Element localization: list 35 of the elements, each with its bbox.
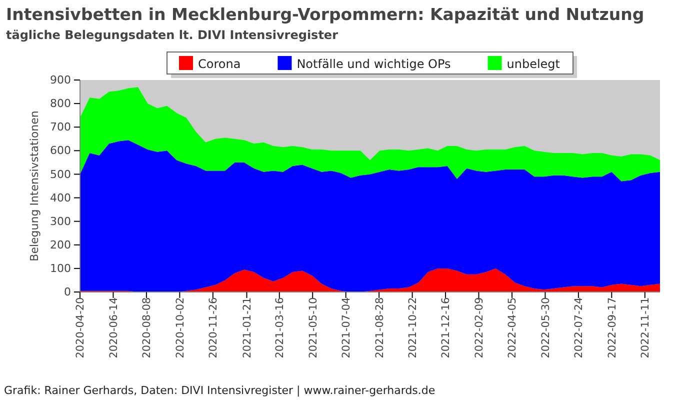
y-tick-label: 900	[50, 74, 71, 87]
x-tick-label: 2020-08-08	[141, 297, 154, 358]
chart-title: Intensivbetten in Mecklenburg-Vorpommern: Kapazität und Nutzung	[6, 5, 644, 24]
y-tick-label: 0	[64, 286, 71, 299]
y-tick-label: 400	[50, 191, 71, 204]
x-tick-label: 2021-12-16	[440, 296, 452, 358]
chart-subtitle: tägliche Belegungsdaten lt. DIVI Intensivregister	[6, 28, 338, 42]
legend-label: Notfälle und wichtige OPs	[296, 57, 451, 71]
text: Grafik: Rainer Gerhards, Daten: DIVI Intensivregister | www.rainer-gerhards.de	[4, 384, 436, 397]
x-tick-label: 2021-01-21	[241, 297, 254, 358]
x-tick-label: 2021-07-04	[340, 296, 353, 358]
x-tick-label: 2020-06-14	[108, 296, 120, 358]
x-tick-label: 2021-05-10	[307, 297, 320, 358]
x-tick-label: 2020-04-20	[74, 297, 87, 358]
legend-label: unbelegt	[506, 57, 560, 71]
x-tick-label: 2021-03-16	[274, 296, 286, 358]
x-tick-label: 2022-02-09	[473, 297, 486, 358]
y-tick-label: 600	[50, 144, 71, 158]
x-tick-label: 2022-05-30	[540, 297, 552, 358]
y-tick-label: 500	[50, 168, 71, 181]
x-tick-label: 2020-11-26	[208, 296, 220, 358]
legend-label: Corona	[198, 57, 241, 71]
y-tick-label: 300	[50, 214, 71, 228]
x-tick-label: 2020-10-02	[174, 297, 186, 358]
y-axis-title: Belegung Intensivstationen	[28, 110, 41, 262]
y-tick-label: 200	[50, 238, 71, 252]
x-tick-label: 2022-07-24	[573, 296, 586, 358]
x-tick-label: 2022-04-05	[506, 297, 519, 358]
x-tick-label: 2021-08-28	[374, 297, 386, 358]
x-tick-label: 2022-11-11	[640, 297, 652, 358]
y-tick-label: 800	[50, 97, 71, 110]
x-tick-label: 2021-10-22	[406, 297, 419, 358]
y-tick-label: 700	[50, 120, 71, 134]
y-tick-label: 100	[50, 262, 71, 275]
x-tick-label: 2022-09-17	[606, 297, 618, 358]
